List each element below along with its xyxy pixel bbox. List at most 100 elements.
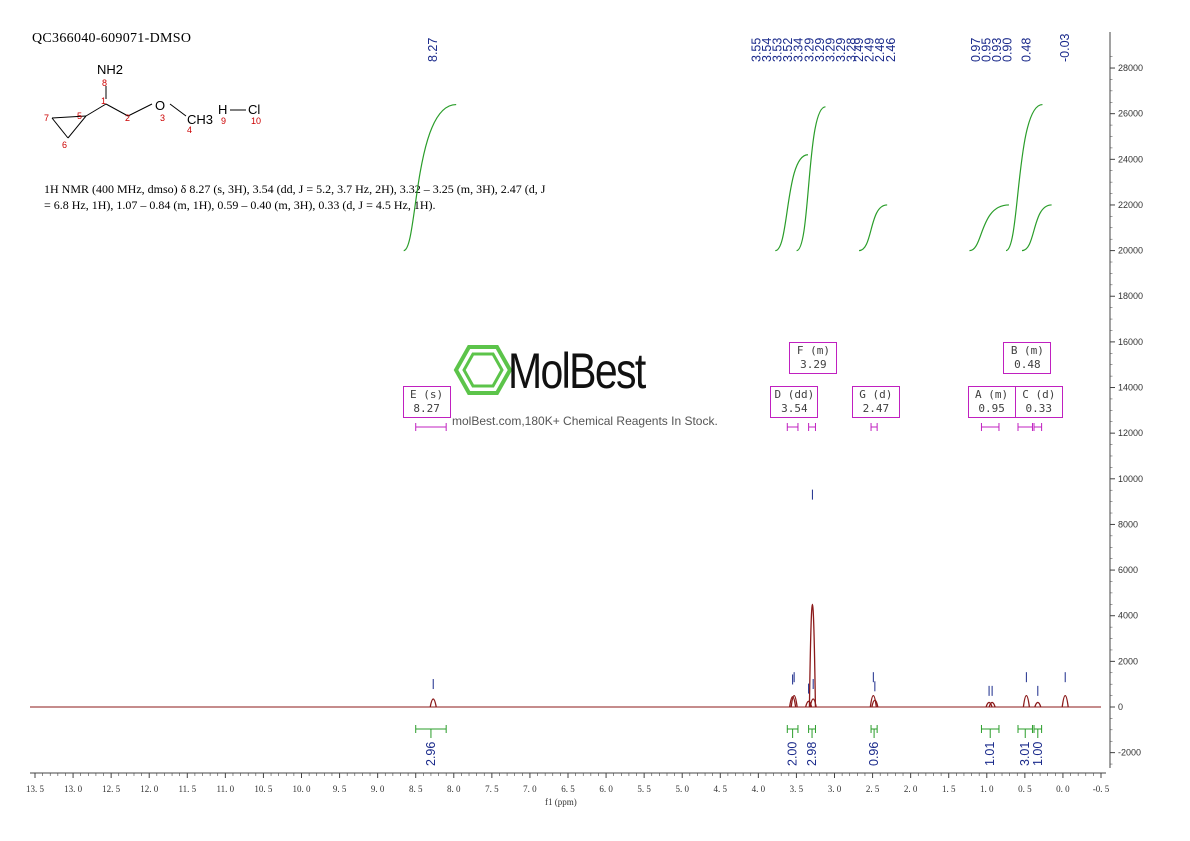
atom-number: 3 — [160, 113, 165, 123]
integral-curve — [858, 204, 888, 252]
integral-value: 1.00 — [1031, 742, 1045, 766]
peak-label: 2.49 — [852, 38, 866, 62]
x-tick-label: 12. 5 — [102, 784, 121, 794]
x-tick-label: 2. 5 — [866, 784, 880, 794]
x-tick-label: 3. 0 — [828, 784, 842, 794]
x-tick-label: 6. 5 — [561, 784, 575, 794]
y-tick-label: 6000 — [1118, 565, 1138, 575]
peak-label: 0.97 — [969, 38, 983, 62]
x-tick-label: 1. 0 — [980, 784, 994, 794]
spectrum-peak — [429, 698, 437, 708]
sample-title: QC366040-609071-DMSO — [32, 31, 192, 46]
x-tick-label: 12. 0 — [140, 784, 159, 794]
multiplet-box: D (dd) 3.54 — [770, 386, 819, 418]
multiplet-label: F (m) — [796, 344, 830, 357]
spectrum-peak — [808, 604, 817, 708]
multiplet-box: B (m) 0.48 — [1003, 342, 1052, 374]
x-tick-label: 3. 5 — [790, 784, 804, 794]
y-tick-label: 12000 — [1118, 428, 1143, 438]
bond — [169, 103, 187, 117]
multiplet-label: E (s) — [410, 388, 444, 401]
atom-o: O — [155, 98, 165, 113]
spectrum-peak — [1034, 701, 1042, 708]
multiplet-shift: 3.29 — [800, 358, 827, 371]
peak-label: -0.03 — [1058, 33, 1072, 62]
multiplet-shift: 2.47 — [862, 402, 890, 415]
integrals: 2.96 2.00 2.98 0.96 1.01 3.011.00 — [415, 725, 1045, 766]
integral-value: 0.96 — [867, 742, 881, 766]
peak-label: 3.54 — [760, 38, 774, 62]
watermark-tagline: molBest.com,180K+ Chemical Reagents In S… — [452, 414, 718, 428]
peak-label: 2.48 — [873, 38, 887, 62]
watermark-brand: MolBest — [508, 343, 646, 399]
x-tick-label: 11. 5 — [178, 784, 196, 794]
molecule-structure: NH2 O CH3 H Cl 8 1 2 3 4 5 6 7 9 10 — [44, 62, 261, 150]
multiplet-label: A (m) — [975, 388, 1009, 401]
spectrum-peak — [1022, 694, 1031, 708]
atom-number: 1 — [101, 96, 106, 106]
multiplet-box: F (m) 3.29 — [789, 342, 838, 374]
y-tick-label: 16000 — [1118, 337, 1143, 347]
y-tick-label: -2000 — [1118, 748, 1141, 758]
multiplet-shift: 3.54 — [781, 402, 808, 415]
multiplet-label: G (d) — [859, 388, 893, 401]
peak-label: 3.29 — [802, 38, 816, 62]
atom-number: 2 — [125, 113, 130, 123]
atom-nh2: NH2 — [97, 62, 123, 77]
integral-curve — [1005, 103, 1043, 252]
peak-label: 3.53 — [771, 38, 785, 62]
peak-label: 3.34 — [792, 38, 806, 62]
multiplet-shift: 0.95 — [978, 402, 1005, 415]
integral-value: 2.96 — [424, 742, 438, 766]
integral-curve — [775, 154, 809, 252]
integral-curves — [403, 103, 1052, 252]
spectrum-peak — [985, 701, 993, 708]
multiplet-shift: 8.27 — [413, 402, 440, 415]
y-tick-label: 20000 — [1118, 246, 1143, 256]
multiplet-shift: 0.48 — [1014, 358, 1041, 371]
bond — [105, 103, 129, 117]
nmr-description-line-2: = 6.8 Hz, 1H), 1.07 – 0.84 (m, 1H), 0.59… — [44, 198, 436, 212]
y-tick-label: 22000 — [1118, 200, 1143, 210]
integral-curve — [403, 103, 457, 252]
peak-labels: 8.27 3.553.543.533.523.343.293.293.293.29… — [426, 33, 1072, 62]
atom-number: 10 — [251, 116, 261, 126]
x-tick-label: 10. 0 — [293, 784, 312, 794]
y-tick-label: 4000 — [1118, 611, 1138, 621]
x-tick-label: 5. 5 — [637, 784, 651, 794]
y-tick-label: 24000 — [1118, 154, 1143, 164]
multiplet-box: G (d) 2.47 — [851, 386, 900, 418]
peak-label: 0.95 — [979, 38, 993, 62]
atom-cl: Cl — [248, 102, 260, 117]
peak-label: 3.55 — [749, 38, 763, 62]
integral-value: 2.00 — [786, 742, 800, 766]
peak-label: 0.93 — [990, 38, 1004, 62]
axes: 13. 5 13. 0 12. 5 12. 0 11. 5 11. 0 10. 5 10. 0… — [26, 32, 1143, 794]
y-tick-label: 8000 — [1118, 519, 1138, 529]
x-tick-label: 13. 5 — [26, 784, 45, 794]
integral-curve — [796, 106, 826, 252]
spectrum-peak — [988, 701, 996, 708]
x-tick-label: 5. 0 — [675, 784, 689, 794]
x-tick-label: 2. 0 — [904, 784, 918, 794]
atom-number: 5 — [77, 111, 82, 121]
x-tick-label: 0. 5 — [1018, 784, 1032, 794]
multiplet-label: D (dd) — [774, 388, 815, 401]
x-axis-label: f1 (ppm) — [545, 797, 577, 807]
x-tick-label: 7. 5 — [485, 784, 499, 794]
x-tick-label: 7. 0 — [523, 784, 537, 794]
integral-value: 1.01 — [983, 742, 997, 766]
bond — [127, 103, 153, 117]
multiplet-box: A (m) 0.95 — [967, 386, 1016, 418]
x-tick-label: 6. 0 — [599, 784, 613, 794]
bond — [67, 115, 87, 139]
x-tick-label: 8. 5 — [409, 784, 423, 794]
x-tick-label: 13. 0 — [64, 784, 83, 794]
x-tick-label: 0. 0 — [1056, 784, 1070, 794]
y-tick-label: 28000 — [1118, 63, 1143, 73]
multiplet-shift: 0.33 — [1025, 402, 1053, 415]
spectrum-peak — [869, 694, 877, 708]
peak-label: 2.49 — [863, 38, 877, 62]
atom-number: 9 — [221, 116, 226, 126]
bond — [51, 117, 69, 139]
